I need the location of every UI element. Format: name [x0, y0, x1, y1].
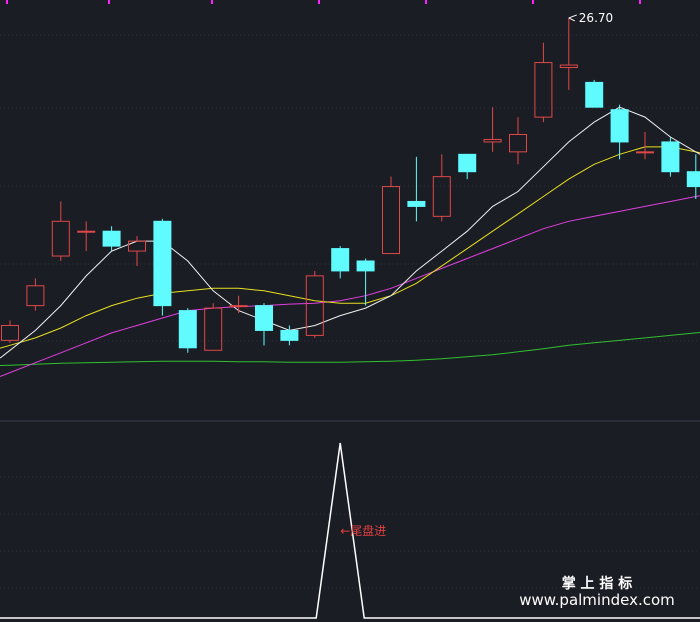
candle: [534, 42, 553, 123]
candle: [128, 236, 146, 266]
candle: [255, 303, 273, 346]
candle: [51, 201, 70, 261]
top-markers: [6, 0, 641, 4]
candle: [178, 308, 197, 353]
candle-body-down: [331, 248, 350, 272]
candle-body-up: [26, 285, 45, 307]
candle-body-down: [686, 171, 700, 188]
candle-body-up: [1, 324, 19, 341]
candle: [280, 325, 299, 346]
signal-line: [0, 442, 700, 619]
ma-line-magenta: [0, 195, 700, 377]
candle-body-up: [77, 230, 96, 233]
ma-line-yellow: [0, 146, 700, 349]
max-price-label: 26.70: [579, 11, 613, 25]
candle: [509, 117, 527, 165]
signal-panel: ←尾盘进: [0, 442, 700, 619]
candle: [610, 104, 629, 160]
candle-body-down: [102, 230, 121, 247]
candle: [458, 153, 477, 180]
candle: [77, 221, 96, 252]
candle-body-up: [559, 64, 578, 69]
candle: [26, 278, 45, 311]
candle: [1, 320, 19, 343]
candle-body-down: [153, 220, 172, 307]
candle-body-down: [458, 153, 477, 173]
watermark-url: www.palmindex.com: [519, 591, 675, 609]
candle-body-down: [178, 310, 197, 349]
candle-body-up: [382, 186, 400, 255]
candle-body-up: [204, 307, 223, 351]
candle: [686, 154, 700, 199]
moving-averages: [0, 106, 700, 377]
candle-body-up: [509, 133, 527, 153]
candle: [382, 176, 400, 255]
candlesticks: [1, 17, 700, 353]
ma-line-white: [0, 106, 700, 359]
candle-body-up: [51, 220, 70, 257]
candle: [305, 270, 324, 338]
watermark: 掌 上 指 标 www.palmindex.com: [519, 575, 675, 609]
candle-body-up: [483, 138, 502, 143]
candle-body-up: [305, 275, 324, 336]
candle-body-up: [229, 305, 248, 308]
candle: [153, 218, 172, 316]
candle-body-down: [255, 305, 273, 331]
ma-line-green: [0, 332, 700, 366]
candle-body-down: [356, 260, 375, 272]
candle: [636, 132, 654, 160]
max-price-annotation: 26.70: [568, 11, 613, 25]
candle-body-up: [636, 151, 654, 154]
candle-body-up: [128, 240, 146, 252]
candle-body-up: [534, 62, 553, 118]
candle: [483, 107, 502, 152]
candle: [661, 136, 680, 177]
candle: [204, 303, 223, 351]
candle: [331, 246, 350, 279]
candle: [356, 258, 375, 306]
candle-body-down: [585, 81, 604, 108]
candle: [432, 154, 451, 222]
candle: [229, 295, 248, 314]
grid-lines: [0, 34, 700, 589]
candle: [407, 156, 426, 222]
watermark-title: 掌 上 指 标: [562, 575, 633, 592]
candle-body-up: [432, 176, 451, 217]
candle-body-down: [610, 109, 629, 143]
candle: [102, 226, 121, 252]
candle: [585, 79, 604, 108]
signal-label: ←尾盘进: [340, 523, 386, 538]
candle: [559, 17, 578, 90]
candle-body-down: [407, 200, 426, 207]
max-price-arrow: [568, 14, 577, 22]
candle-body-down: [661, 141, 680, 173]
candle-body-down: [280, 329, 299, 341]
